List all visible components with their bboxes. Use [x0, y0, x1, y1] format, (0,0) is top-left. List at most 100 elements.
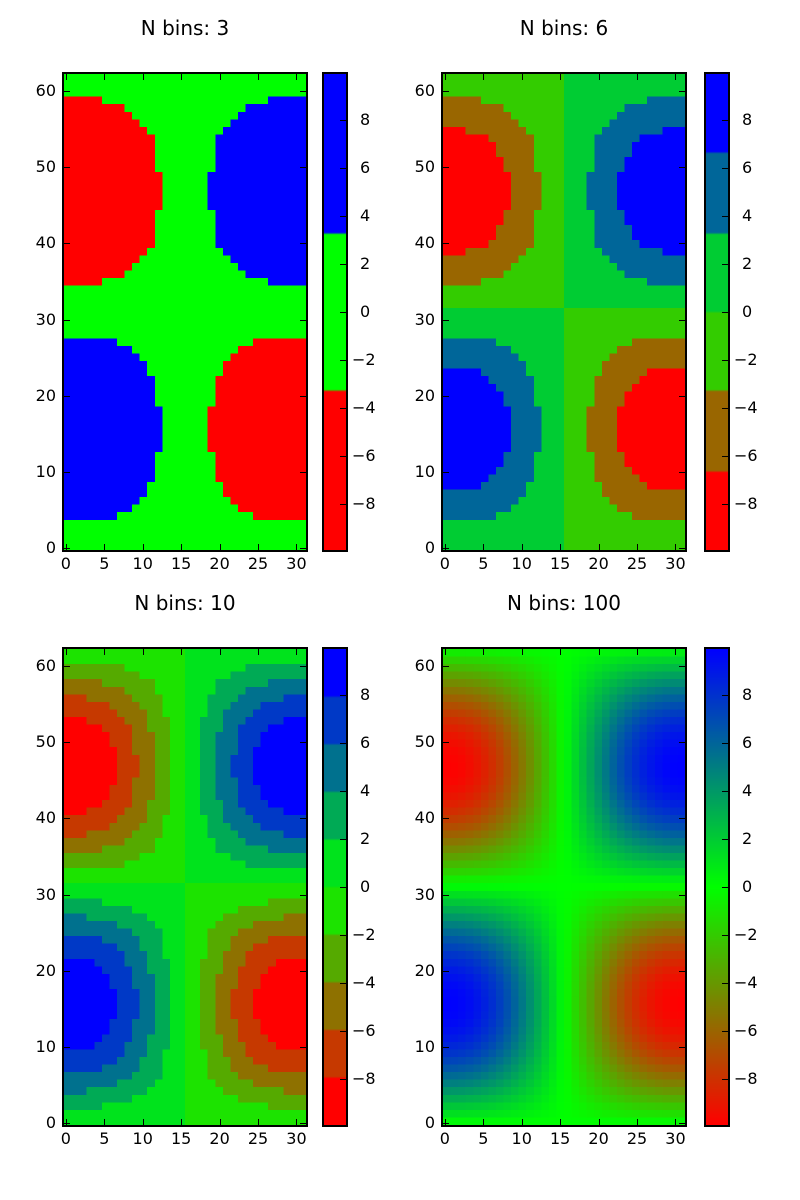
colorbar-tick-mark [722, 983, 728, 984]
x-tick-mark [258, 74, 260, 80]
y-tick-label: 10 [414, 462, 435, 481]
x-tick-label: 25 [247, 554, 269, 573]
y-tick-mark [64, 818, 70, 820]
colorbar-tick-label: 4 [360, 206, 371, 225]
x-tick-mark [104, 1119, 106, 1125]
y-tick-mark [300, 472, 306, 473]
heatmap-image [64, 74, 306, 550]
x-tick-mark [219, 74, 221, 80]
colorbar-tick-label: 8 [360, 110, 371, 129]
colorbar-tick-mark [340, 743, 346, 744]
x-tick-mark [219, 1119, 221, 1125]
y-tick-mark [300, 395, 306, 397]
colorbar-tick-label: 0 [742, 302, 753, 321]
y-tick-mark [679, 970, 685, 972]
colorbar-tick-mark [340, 408, 346, 409]
x-tick-label: 15 [170, 1129, 192, 1148]
y-tick-label: 30 [35, 309, 56, 329]
colorbar-tick-label: 2 [360, 254, 371, 273]
y-tick-label: 20 [414, 385, 435, 405]
y-tick-label: 20 [414, 960, 435, 980]
y-tick-mark [679, 1047, 685, 1048]
x-tick-mark [444, 74, 446, 80]
y-tick-mark [300, 742, 306, 744]
x-tick-mark [296, 1119, 298, 1125]
x-tick-label: 30 [665, 1129, 686, 1148]
colorbar-tick-mark [722, 743, 728, 744]
colorbar-tick-mark [722, 312, 728, 313]
y-tick-label: 10 [414, 1037, 435, 1056]
y-tick-label: 50 [414, 732, 435, 752]
x-tick-mark [521, 74, 523, 80]
y-tick-mark [443, 167, 449, 169]
y-tick-mark [300, 91, 306, 93]
y-tick-mark [679, 666, 685, 668]
x-tick-mark [637, 649, 639, 655]
x-tick-mark [483, 1119, 485, 1125]
y-tick-label: 60 [35, 656, 56, 676]
y-tick-mark [679, 548, 685, 550]
x-tick-label: 5 [99, 554, 110, 573]
colorbar-tick-label: −6 [352, 1021, 376, 1040]
y-tick-mark [443, 395, 449, 397]
heatmap-image [64, 649, 306, 1125]
x-tick-mark [181, 1119, 183, 1125]
y-tick-mark [443, 666, 449, 668]
colorbar-tick-mark [722, 791, 728, 792]
y-tick-mark [300, 818, 306, 820]
colorbar-tick-mark [340, 1079, 346, 1080]
x-tick-mark [444, 1119, 446, 1125]
colorbar-tick-label: 4 [742, 781, 753, 800]
x-tick-label: 15 [549, 1129, 571, 1148]
colorbar-tick-label: −6 [352, 446, 376, 465]
y-tick-mark [679, 894, 685, 896]
x-tick-mark [483, 649, 485, 655]
colorbar-tick-label: 8 [360, 685, 371, 704]
x-tick-mark [258, 1119, 260, 1125]
x-tick-label: 10 [511, 554, 532, 573]
x-tick-mark [104, 544, 106, 550]
x-tick-mark [637, 1119, 639, 1125]
colorbar [322, 72, 348, 552]
colorbar-gradient [706, 74, 728, 550]
x-tick-mark [65, 649, 67, 655]
x-tick-label: 20 [209, 1129, 230, 1148]
x-tick-mark [142, 1119, 144, 1125]
colorbar-tick-label: −8 [352, 1069, 376, 1088]
colorbar-tick-mark [340, 360, 346, 361]
x-tick-mark [598, 544, 600, 550]
y-tick-mark [443, 894, 449, 896]
x-tick-mark [598, 74, 600, 80]
x-tick-label: 25 [626, 554, 648, 573]
y-tick-label: 40 [35, 808, 56, 828]
x-tick-label: 30 [286, 554, 307, 573]
colorbar-tick-mark [340, 312, 346, 313]
colorbar-tick-mark [722, 360, 728, 361]
x-tick-mark [521, 649, 523, 655]
x-tick-mark [181, 649, 183, 655]
y-tick-mark [300, 666, 306, 668]
y-tick-mark [64, 319, 70, 321]
y-tick-label: 50 [35, 732, 56, 752]
y-tick-mark [64, 548, 70, 550]
colorbar-tick-mark [340, 216, 346, 217]
colorbar-tick-label: 8 [742, 685, 753, 704]
colorbar-tick-label: −2 [352, 350, 376, 369]
colorbar [704, 72, 730, 552]
x-tick-mark [598, 649, 600, 655]
x-tick-mark [258, 544, 260, 550]
colorbar-tick-mark [340, 1031, 346, 1032]
y-tick-mark [300, 970, 306, 972]
y-tick-mark [443, 1047, 449, 1048]
y-tick-mark [443, 818, 449, 820]
x-tick-mark [560, 544, 562, 550]
colorbar-tick-mark [722, 456, 728, 457]
x-tick-label: 25 [626, 1129, 648, 1148]
y-tick-label: 20 [35, 960, 56, 980]
colorbar [322, 647, 348, 1127]
y-tick-mark [300, 243, 306, 245]
x-tick-label: 5 [478, 1129, 489, 1148]
colorbar-gradient [324, 649, 346, 1125]
y-tick-mark [679, 91, 685, 93]
colorbar-tick-label: 0 [742, 877, 753, 896]
